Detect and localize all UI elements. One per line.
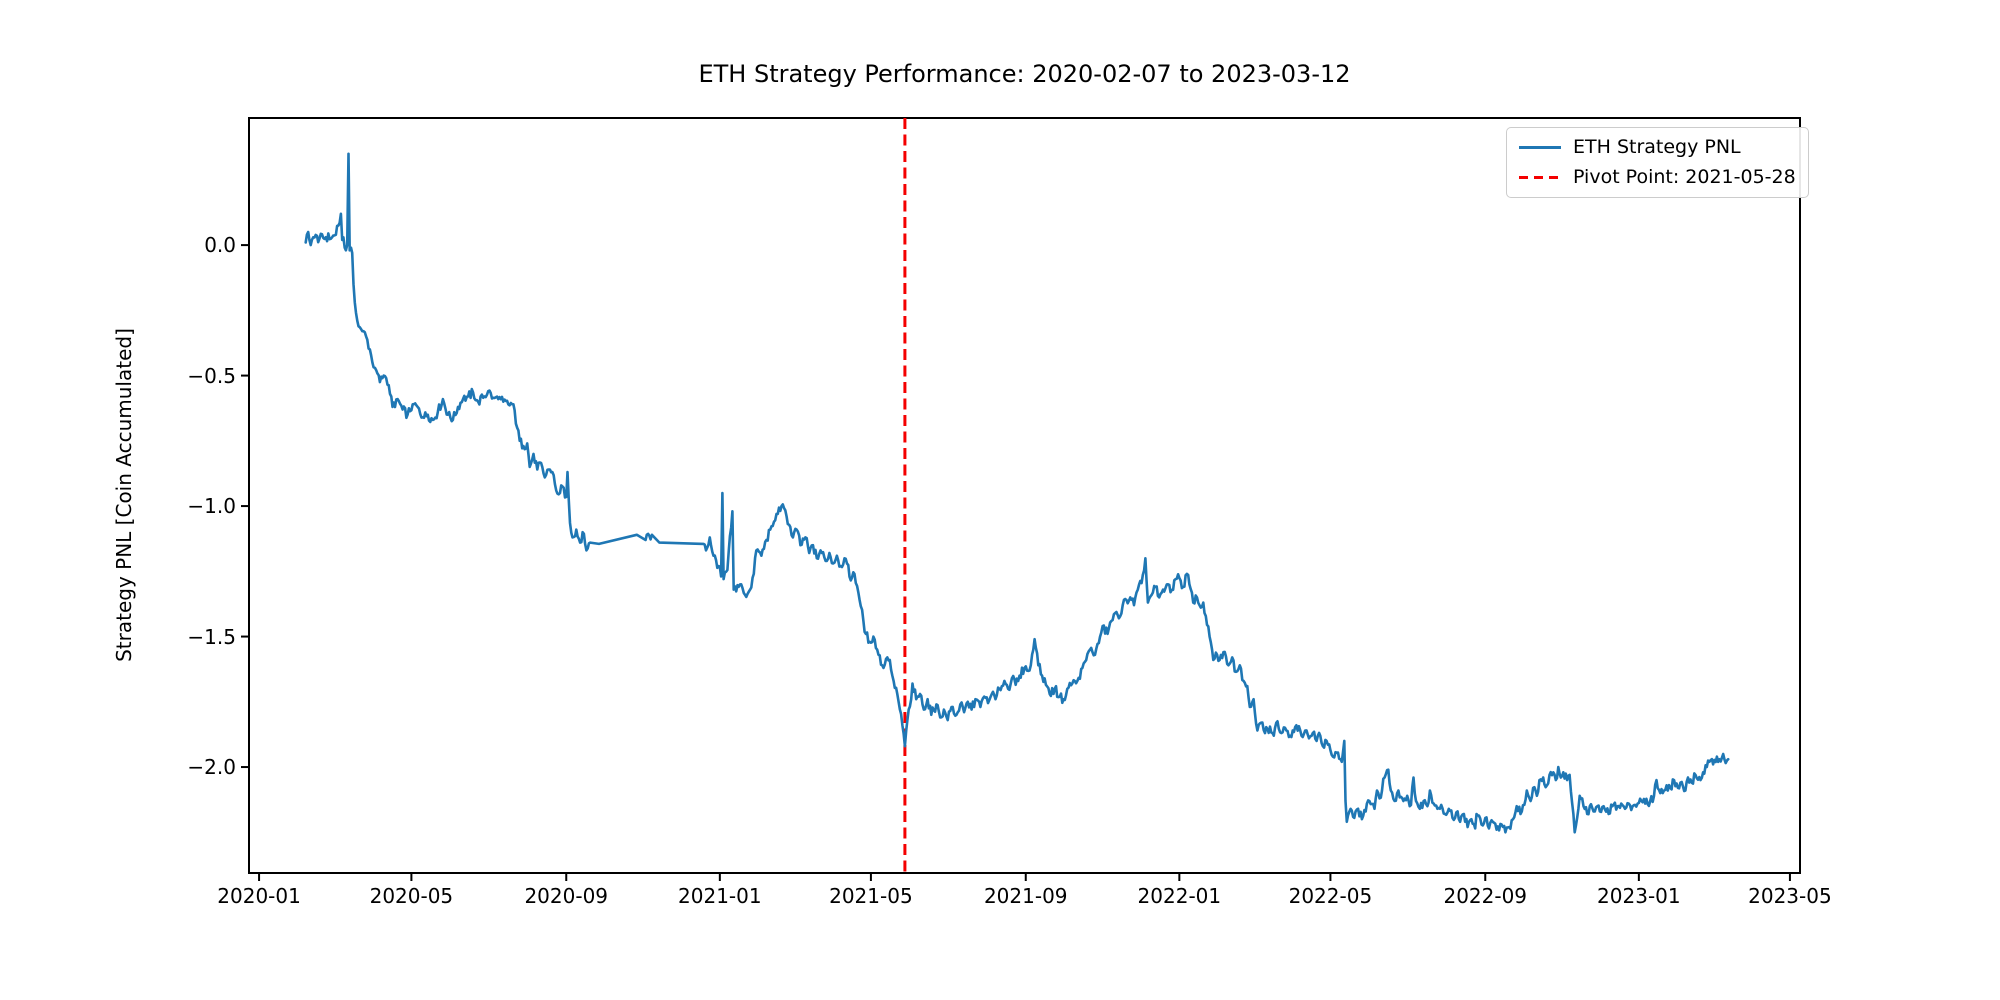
x-tick-label: 2021-09 <box>983 884 1068 908</box>
x-tick-label: 2023-01 <box>1597 884 1681 908</box>
pnl-line-series <box>304 152 1730 834</box>
y-tick-label: −1.5 <box>187 624 236 649</box>
x-tick-label: 2020-01 <box>217 884 301 908</box>
y-tick-label: 0.0 <box>204 233 236 258</box>
x-tick-label: 2022-05 <box>1288 884 1373 908</box>
y-tick-label: −0.5 <box>187 363 236 388</box>
x-tick-label: 2022-01 <box>1137 884 1222 908</box>
x-tick-label: 2022-09 <box>1443 884 1528 908</box>
x-tick-label: 2020-09 <box>524 884 609 908</box>
x-tick-label: 2023-05 <box>1748 884 1832 908</box>
legend-dashed-line-sample <box>1519 175 1561 180</box>
y-tick-label: −1.0 <box>187 494 236 519</box>
legend-label: ETH Strategy PNL <box>1573 136 1741 158</box>
legend-solid-line-sample <box>1519 145 1561 150</box>
legend: ETH Strategy PNL Pivot Point: 2021-05-28 <box>1506 127 1809 198</box>
x-tick-label: 2021-05 <box>829 884 913 908</box>
legend-label: Pivot Point: 2021-05-28 <box>1573 166 1796 188</box>
legend-entry-strategy-pnl: ETH Strategy PNL <box>1519 136 1796 159</box>
x-tick-label: 2021-01 <box>678 884 762 908</box>
chart-title: ETH Strategy Performance: 2020-02-07 to … <box>698 60 1351 88</box>
axes-spines <box>248 117 1801 874</box>
x-tick-label: 2020-05 <box>369 884 454 908</box>
legend-entry-pivot-point: Pivot Point: 2021-05-28 <box>1519 166 1796 189</box>
y-tick-label: −2.0 <box>187 755 236 780</box>
